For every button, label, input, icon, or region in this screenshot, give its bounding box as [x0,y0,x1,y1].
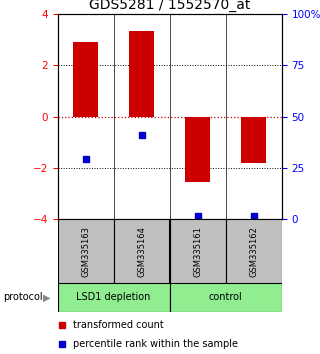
Text: GSM335164: GSM335164 [137,226,146,277]
Bar [226,219,282,283]
Text: GSM335162: GSM335162 [249,226,258,277]
Bar [58,283,170,312]
Text: GSM335163: GSM335163 [81,226,90,277]
Bar [170,219,226,283]
Text: percentile rank within the sample: percentile rank within the sample [73,339,238,349]
Text: LSD1 depletion: LSD1 depletion [76,292,151,302]
Bar [114,219,170,283]
Bar [129,31,154,117]
Title: GDS5281 / 1552570_at: GDS5281 / 1552570_at [89,0,250,12]
Bar [170,283,282,312]
Text: control: control [209,292,243,302]
Bar [58,219,114,283]
Bar [73,42,98,117]
Text: transformed count: transformed count [73,320,164,330]
Text: protocol: protocol [3,292,43,302]
Bar [241,117,266,163]
Text: ▶: ▶ [43,292,51,302]
Text: GSM335161: GSM335161 [193,226,202,277]
Bar [185,117,210,182]
